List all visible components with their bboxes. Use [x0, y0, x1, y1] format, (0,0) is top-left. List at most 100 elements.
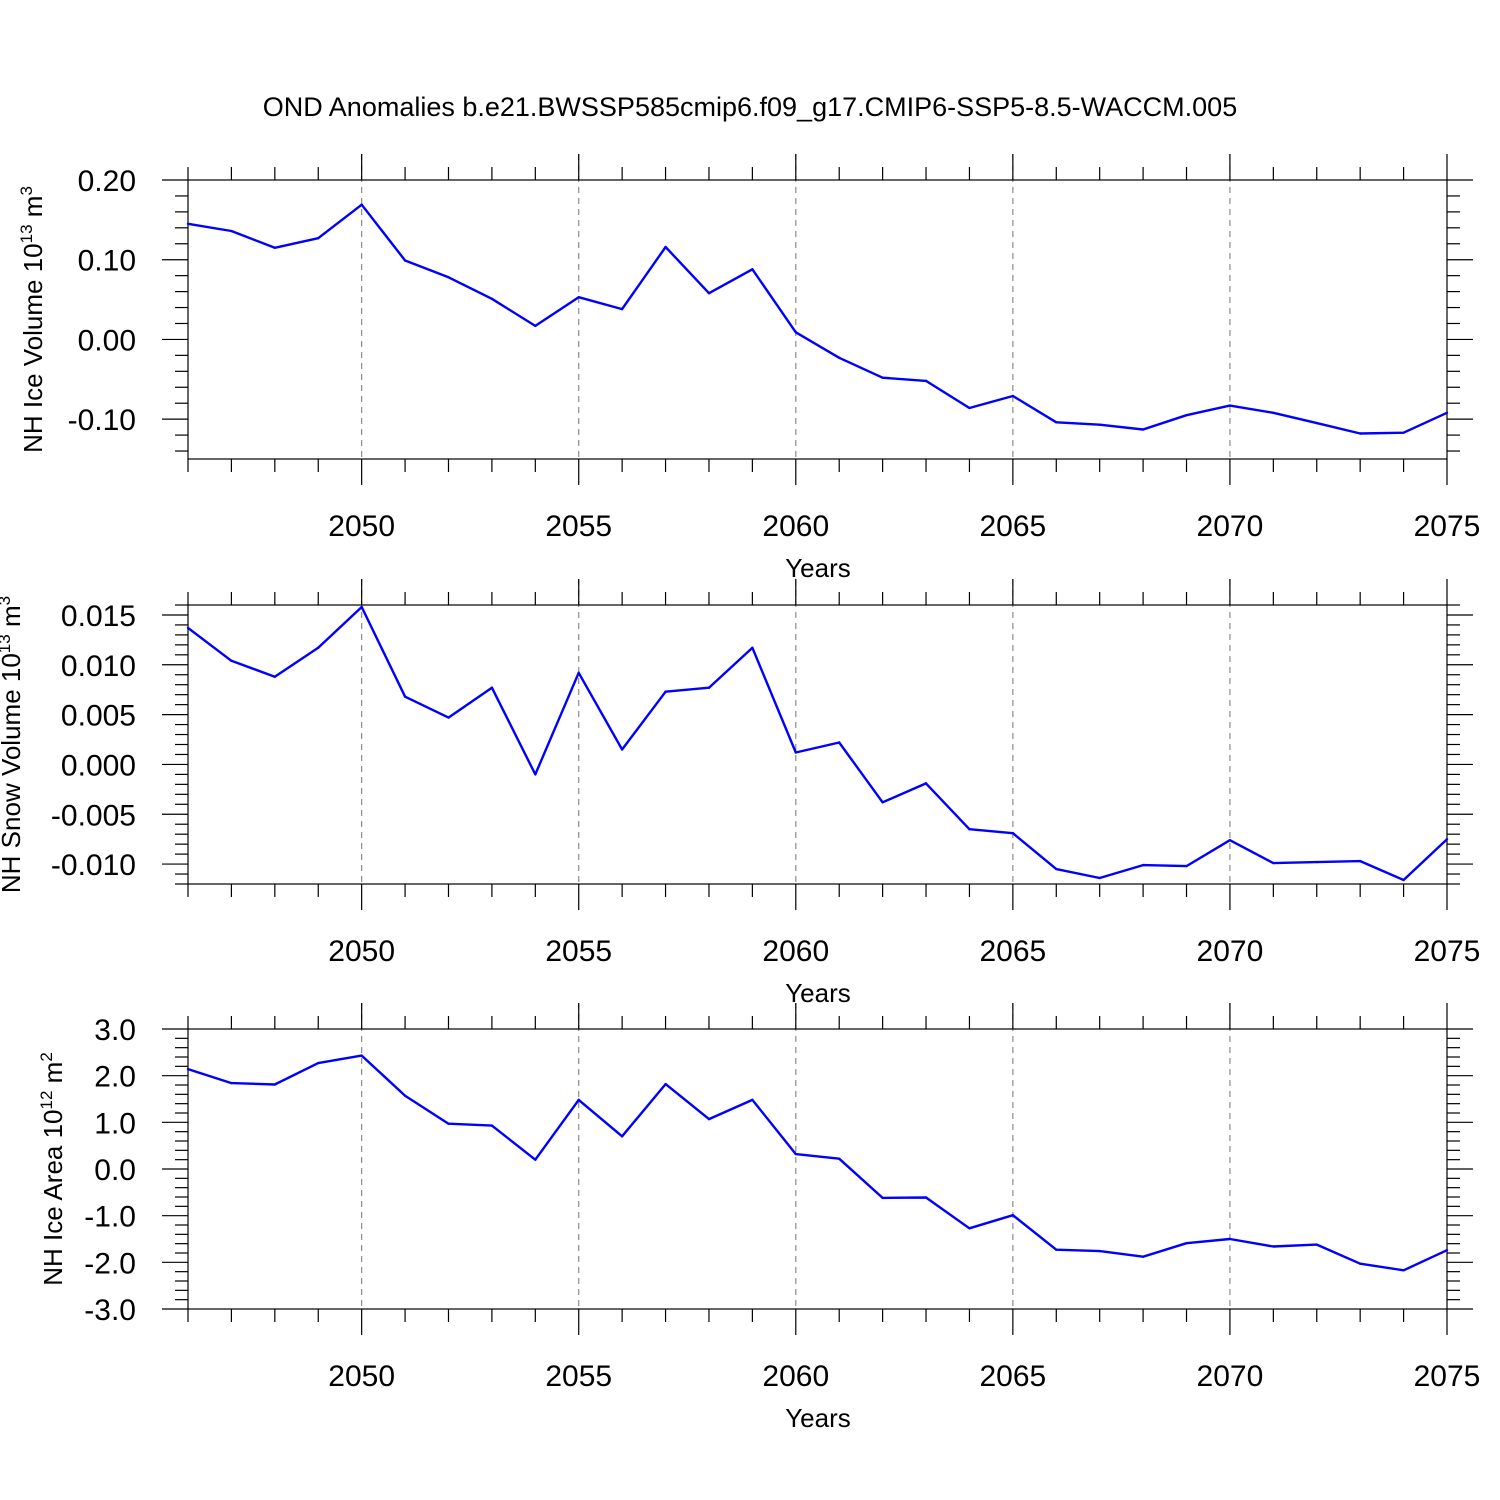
data-point	[403, 1094, 407, 1097]
y-axis-label: NH Snow Volume 1013 m3	[0, 596, 26, 893]
y-tick-label: -1.0	[84, 1201, 136, 1234]
x-tick-label: 2065	[979, 935, 1046, 968]
x-tick-label: 2060	[762, 510, 829, 543]
y-tick-label: -0.10	[68, 404, 136, 437]
data-point	[273, 675, 277, 678]
data-point	[230, 659, 233, 662]
data-point	[838, 1157, 841, 1160]
data-point	[577, 671, 580, 674]
data-point	[838, 356, 841, 359]
x-tick-label: 2050	[328, 935, 395, 968]
chart-panel-3: 3.0 2.0 1.0 0.0 -1.0 -2.0 -3.0 2050 2055 2060 2065…	[37, 1003, 1480, 1433]
data-point	[360, 605, 363, 609]
y-tick-label: 0.010	[61, 650, 136, 683]
data-point	[1402, 431, 1405, 434]
data-point	[1358, 1262, 1362, 1265]
data-point	[968, 827, 971, 831]
data-point	[664, 245, 667, 249]
data-point	[1185, 1242, 1188, 1245]
x-tick-label: 2050	[328, 510, 395, 543]
data-point	[273, 1083, 277, 1086]
data-point	[403, 695, 407, 698]
y-tick-label: 3.0	[94, 1014, 136, 1047]
data-point	[1272, 1245, 1275, 1248]
data-point	[490, 1124, 494, 1127]
y-tick-label: 0.005	[61, 700, 136, 733]
data-point	[1228, 838, 1232, 842]
y-tick-label: -2.0	[84, 1247, 136, 1280]
y-tick-label: -0.010	[51, 849, 136, 882]
data-point	[838, 741, 841, 744]
data-point	[968, 1227, 971, 1230]
y-tick-label: 1.0	[94, 1107, 136, 1140]
data-point	[1055, 867, 1058, 871]
y-tick-label: 0.10	[78, 245, 136, 278]
data-point	[968, 406, 971, 410]
data-point	[273, 246, 277, 249]
data-point	[1402, 878, 1405, 882]
series-line	[187, 605, 1448, 882]
data-point	[751, 646, 754, 650]
x-tick-label: 2070	[1197, 935, 1264, 968]
data-point	[1358, 859, 1362, 863]
data-point	[490, 686, 494, 689]
data-point	[1445, 1249, 1449, 1252]
data-point	[1185, 864, 1188, 868]
data-point	[534, 1158, 537, 1161]
data-point	[1445, 837, 1449, 841]
data-point	[1141, 863, 1145, 867]
data-point	[1315, 860, 1318, 864]
x-tick-label: 2075	[1414, 1360, 1481, 1393]
data-point	[794, 331, 797, 334]
data-point	[1011, 831, 1015, 835]
data-point	[1055, 421, 1058, 424]
data-point	[1445, 411, 1449, 414]
plot-frame	[187, 179, 1448, 460]
data-point	[403, 259, 407, 262]
data-point	[1055, 1248, 1058, 1251]
data-point	[924, 1196, 928, 1199]
y-tick-label: 0.00	[78, 324, 136, 357]
data-point	[534, 773, 537, 776]
data-point	[360, 203, 363, 206]
data-point	[534, 324, 537, 328]
data-point	[577, 1098, 580, 1102]
x-tick-label: 2060	[762, 1360, 829, 1393]
data-point	[360, 1054, 363, 1057]
data-point	[186, 1067, 190, 1071]
data-point	[707, 291, 711, 295]
series-line	[187, 203, 1448, 435]
y-tick-label: 0.015	[61, 600, 136, 633]
plot-frame	[187, 1028, 1448, 1310]
y-axis-label: NH Ice Volume 1013 m3	[17, 186, 48, 453]
data-point	[1228, 404, 1232, 407]
data-point	[620, 1135, 624, 1138]
data-point	[707, 686, 711, 689]
data-point	[620, 307, 624, 311]
data-point	[1098, 423, 1101, 426]
data-point	[447, 716, 450, 719]
data-point	[924, 782, 928, 785]
data-point	[1141, 1255, 1145, 1258]
data-point	[1272, 411, 1275, 414]
x-tick-label: 2060	[762, 935, 829, 968]
data-point	[881, 1196, 884, 1200]
data-point	[186, 626, 190, 630]
data-point	[1358, 432, 1362, 435]
data-point	[1011, 1214, 1015, 1217]
data-point	[1272, 861, 1275, 865]
x-tick-label: 2075	[1414, 935, 1481, 968]
x-tick-label: 2065	[979, 1360, 1046, 1393]
data-point	[186, 222, 190, 226]
data-point	[751, 268, 754, 271]
data-point	[664, 1082, 667, 1086]
data-point	[664, 690, 667, 693]
y-tick-label: 0.20	[78, 165, 136, 198]
data-point	[490, 297, 494, 300]
x-axis-label: Years	[785, 978, 851, 1008]
data-point	[1315, 1243, 1318, 1246]
x-tick-label: 2070	[1197, 1360, 1264, 1393]
series-line	[187, 1054, 1448, 1272]
y-tick-label: 0.0	[94, 1154, 136, 1187]
